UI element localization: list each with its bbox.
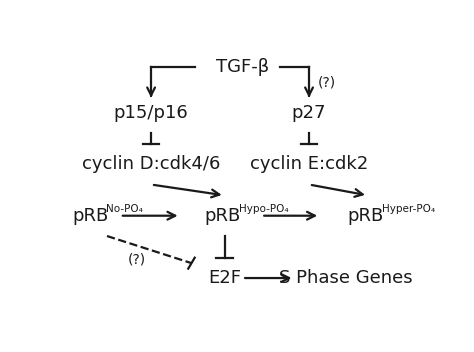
Text: (?): (?) bbox=[128, 252, 146, 266]
Text: No-PO₄: No-PO₄ bbox=[106, 204, 143, 214]
Text: cyclin D:cdk4/6: cyclin D:cdk4/6 bbox=[82, 155, 220, 173]
Text: pRB: pRB bbox=[348, 207, 384, 225]
Text: pRB: pRB bbox=[205, 207, 241, 225]
Text: p15/p16: p15/p16 bbox=[114, 104, 189, 122]
Text: (?): (?) bbox=[318, 76, 337, 90]
Text: p27: p27 bbox=[292, 104, 326, 122]
Text: pRB: pRB bbox=[73, 207, 109, 225]
Text: Hyper-PO₄: Hyper-PO₄ bbox=[382, 204, 435, 214]
Text: E2F: E2F bbox=[208, 269, 241, 287]
Text: TGF-β: TGF-β bbox=[216, 58, 270, 76]
Text: S Phase Genes: S Phase Genes bbox=[279, 269, 412, 287]
Text: Hypo-PO₄: Hypo-PO₄ bbox=[238, 204, 288, 214]
Text: cyclin E:cdk2: cyclin E:cdk2 bbox=[250, 155, 368, 173]
